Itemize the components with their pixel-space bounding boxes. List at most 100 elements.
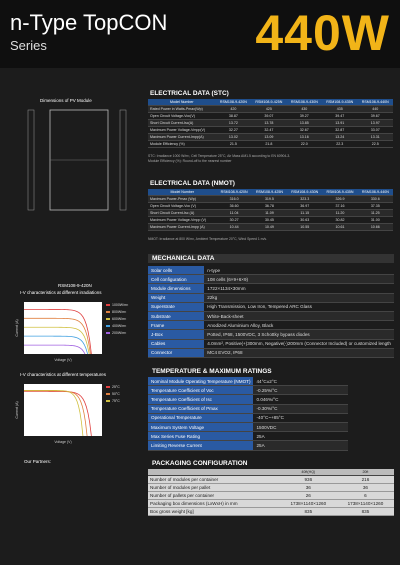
cell: 1738×1140×1260 (336, 499, 394, 508)
cell: Superstrate (148, 302, 205, 312)
legend-label: 50°C (112, 392, 120, 396)
row: Temperature Coefficient of Pmax -0.30%/°C (148, 404, 348, 414)
cell: 10.55 (287, 223, 323, 231)
cell: 420 (215, 105, 252, 113)
chart-title: RSM108-9-420N (58, 283, 92, 288)
cell: 326.9 (322, 195, 358, 203)
row: Short Circuit Current-Isc (A) 11.04 11.09 1… (148, 209, 393, 217)
y-axis-label: Current (A) (15, 401, 19, 418)
row: Maximum Power-Pmax (Wp) 316.0 319.5 323.3 32… (148, 195, 393, 203)
cell: 440 (357, 105, 393, 113)
header-band (0, 0, 400, 68)
cell: 0.046%/°C (253, 394, 348, 405)
y-axis-label: Current (A) (15, 319, 19, 336)
cell: 36.78 (251, 202, 288, 210)
legend-swatch (106, 332, 110, 334)
cell: Number of modules per container (148, 475, 280, 484)
iv-curve (23, 344, 86, 355)
iv-chart: Voltage (V) Current (A) 1000W/m² 800W/m² 600… (15, 302, 129, 362)
note: STC: Irradiance 1000 W/m², Cell Temperat… (148, 154, 291, 158)
cell: Temperature Coefficient of Voc (148, 385, 254, 396)
cell: 21.5 (215, 140, 252, 148)
row: Box gross weight [kg] 835 835 (148, 507, 394, 516)
cell: 13.09 (251, 133, 287, 141)
cell: 11.25 (357, 209, 393, 217)
row: Maximum Power Voltage-Vmpp(V) 32.27 32.47 3… (148, 126, 393, 134)
cell: Box gross weight [kg] (148, 507, 280, 516)
cell: 11.04 (216, 209, 252, 217)
cell: 13.16 (286, 133, 323, 141)
cell: 36.97 (287, 202, 323, 210)
legend-label: 1000W/m² (112, 303, 129, 307)
cell: 330.6 (357, 195, 393, 203)
cell: 37.35 (357, 202, 393, 210)
iv-chart: Voltage (V) Current (A) 25°C 50°C 75°C (15, 384, 120, 444)
row: Nominal Module Operating Temperature (NM… (148, 377, 348, 387)
cell: 108 cells (6×9+6×9) (204, 274, 394, 285)
section-title: PACKAGING CONFIGURATION (152, 460, 248, 467)
column-header: RSM108-9-425N (251, 99, 287, 106)
column-header: Model Number (148, 99, 216, 106)
cell: 44°C±2°C (253, 377, 348, 387)
row: Weight 22kg (148, 293, 394, 303)
legend-swatch (106, 386, 110, 388)
cell: 13.72 (215, 119, 252, 127)
cell: Maximum Power Voltage-Vmpp (V) (148, 216, 217, 224)
column-header (148, 469, 280, 476)
cell: 13.02 (215, 133, 252, 141)
subtitle: Series (10, 38, 47, 53)
section-title: MECHANICAL DATA (152, 255, 215, 262)
legend-swatch (106, 304, 110, 306)
row: Temperature Coefficient of Isc 0.046%/°C (148, 394, 348, 405)
iv-curve (24, 335, 88, 355)
plot-area (24, 384, 102, 436)
legend-label: 400W/m² (112, 324, 127, 328)
table: 40ft(HQ) 20ft Number of modules per contai… (148, 469, 394, 516)
chart-subtitle: I-V characteristics at different tempera… (20, 372, 106, 377)
row: Maximum Power Voltage-Vmpp (V) 30.27 30.45… (148, 216, 393, 224)
mechanical-table: Solar cells n-type Cell configuration 108 c… (148, 266, 394, 358)
row: Temperature Coefficient of Voc -0.25%/°C (148, 385, 348, 396)
column-header: RSM108-9-440N (357, 99, 393, 106)
cell: 13.97 (357, 119, 393, 127)
cell: Potted, IP68, 1500VDC, 3 Schottky bypass… (204, 329, 394, 340)
row: Open Circuit Voltage-Voc(V) 38.87 39.07 39.… (148, 112, 393, 120)
row: Maximum Power Current-Impp(A) 13.02 13.09 1… (148, 133, 393, 141)
cell: 936 (279, 475, 337, 484)
cell: Temperature Coefficient of Isc (148, 394, 254, 405)
table: Nominal Module Operating Temperature (NM… (148, 377, 348, 451)
cell: 13.85 (286, 119, 323, 127)
legend-label: 25°C (112, 385, 120, 389)
table: Model Number RSM108-9-420N RSM108-9-425N RS… (148, 189, 393, 231)
cell: 1738×1140×1260 (279, 499, 337, 508)
cell: 22kg (204, 293, 394, 303)
cell: 13.78 (251, 119, 287, 127)
cell: Weight (148, 293, 205, 303)
cell: 430 (286, 105, 323, 113)
cell: 319.5 (251, 195, 288, 203)
cell: -0.30%/°C (253, 404, 348, 414)
cell: 39.27 (286, 112, 323, 120)
cell: Operational Temperature (148, 413, 254, 423)
legend-swatch (106, 400, 110, 402)
cell: 32.87 (322, 126, 358, 134)
column-header: RSM108-9-430N (287, 189, 323, 196)
header-row: 40ft(HQ) 20ft (148, 469, 394, 476)
cell: 13.24 (322, 133, 358, 141)
cell: 11.20 (322, 209, 358, 217)
row: Connector MC4 EVO2, IP68 (148, 348, 394, 358)
cell: -40°C~+85°C (253, 413, 348, 423)
column-header: RSM108-9-420N (215, 99, 252, 106)
cell: Solar cells (148, 266, 205, 276)
cell: Number of pallets per container (148, 491, 280, 500)
table: Solar cells n-type Cell configuration 108 c… (148, 266, 394, 358)
notes: STC: Irradiance 1000 W/m², Cell Temperat… (148, 154, 393, 163)
dimension-drawing (27, 109, 127, 211)
cell: Cables (148, 339, 205, 349)
cell: 11.15 (287, 209, 323, 217)
cell: Max Series Fuse Rating (148, 431, 254, 442)
cell: 38.87 (215, 112, 252, 120)
cell: 10.66 (357, 223, 393, 231)
cell: Module Efficiency (%) (148, 140, 216, 148)
